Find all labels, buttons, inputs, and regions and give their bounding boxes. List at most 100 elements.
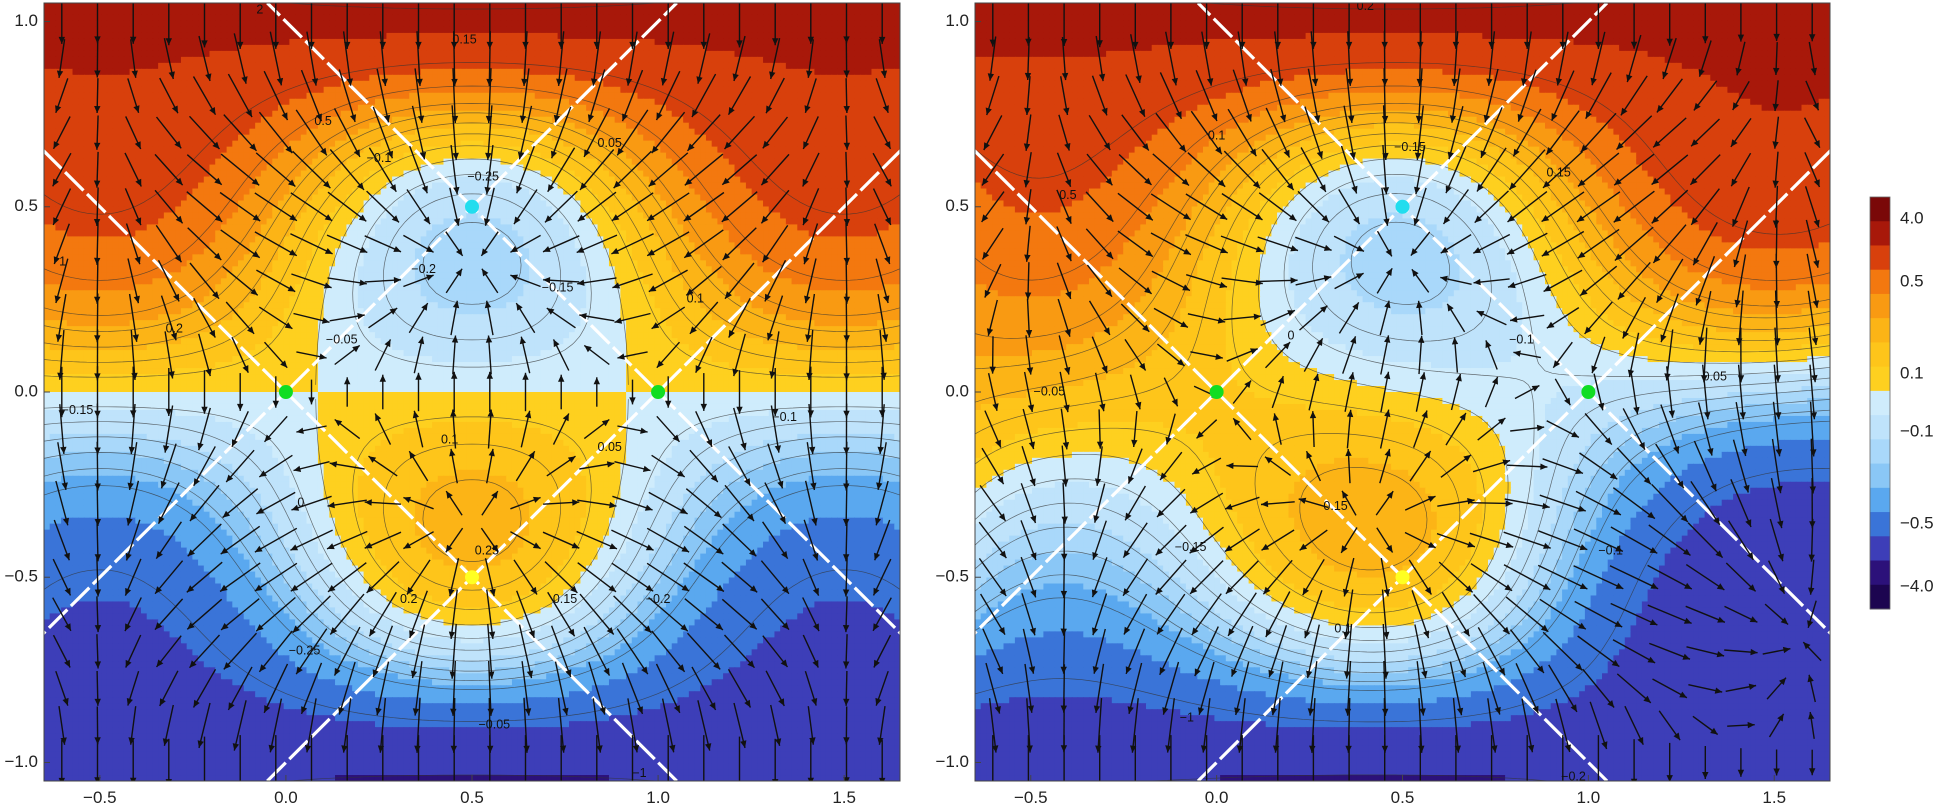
heat-cell bbox=[374, 146, 382, 154]
heat-cell bbox=[141, 3, 148, 10]
heat-cell bbox=[44, 26, 51, 34]
heat-cell bbox=[683, 188, 690, 196]
heat-cell bbox=[774, 80, 781, 88]
heat-cell bbox=[272, 134, 279, 142]
heat-cell bbox=[477, 86, 485, 94]
heat-cell bbox=[78, 188, 85, 196]
heat-cell bbox=[409, 80, 416, 88]
heat-cell bbox=[711, 8, 718, 16]
heat-cell bbox=[740, 170, 747, 178]
heat-cell bbox=[688, 44, 696, 52]
heat-cell bbox=[780, 122, 787, 130]
heat-cell bbox=[774, 194, 781, 202]
heat-cell bbox=[597, 20, 604, 28]
heat-cell bbox=[728, 152, 736, 160]
heat-cell bbox=[198, 164, 205, 172]
heat-cell bbox=[472, 3, 479, 10]
heat-cell bbox=[871, 80, 878, 88]
heat-cell bbox=[249, 92, 256, 100]
heat-cell bbox=[272, 146, 279, 154]
heat-cell bbox=[637, 182, 644, 190]
heat-cell bbox=[888, 176, 895, 184]
heat-cell bbox=[295, 122, 302, 130]
heat-cell bbox=[369, 140, 376, 148]
heat-cell bbox=[226, 194, 233, 202]
heat-cell bbox=[683, 8, 690, 16]
heat-cell bbox=[511, 26, 519, 34]
heat-cell bbox=[72, 86, 79, 94]
heat-cell bbox=[152, 8, 159, 16]
heat-cell bbox=[123, 56, 131, 64]
heat-cell bbox=[266, 158, 273, 166]
heat-cell bbox=[551, 170, 559, 178]
heat-cell bbox=[89, 140, 96, 148]
heat-cell bbox=[101, 194, 108, 202]
heat-cell bbox=[894, 50, 900, 58]
heat-cell bbox=[711, 98, 718, 106]
heat-cell bbox=[603, 128, 610, 136]
heat-cell bbox=[135, 74, 142, 82]
heat-cell bbox=[61, 128, 68, 136]
heat-cell bbox=[335, 116, 342, 124]
heat-cell bbox=[506, 20, 513, 28]
heat-cell bbox=[837, 74, 844, 82]
heat-cell bbox=[329, 110, 336, 118]
heat-cell bbox=[118, 158, 125, 166]
heat-cell bbox=[837, 104, 844, 112]
heat-cell bbox=[557, 194, 564, 202]
heat-cell bbox=[192, 134, 199, 142]
heat-cell bbox=[209, 26, 216, 34]
heat-cell bbox=[608, 32, 616, 40]
heat-cell bbox=[72, 194, 79, 202]
heat-cell bbox=[654, 122, 661, 130]
heat-cell bbox=[55, 50, 62, 58]
heat-cell bbox=[489, 50, 496, 58]
heat-cell bbox=[277, 26, 285, 34]
heat-cell bbox=[563, 32, 570, 40]
heat-cell bbox=[454, 20, 462, 28]
heat-cell bbox=[871, 50, 878, 58]
heat-cell bbox=[854, 26, 861, 34]
heat-cell bbox=[671, 188, 679, 196]
heat-cell bbox=[374, 164, 382, 172]
heat-cell bbox=[825, 44, 833, 52]
heat-cell bbox=[648, 92, 656, 100]
heat-cell bbox=[323, 50, 330, 58]
heat-cell bbox=[78, 26, 85, 34]
heat-cell bbox=[842, 146, 850, 154]
heat-cell bbox=[534, 194, 542, 202]
heat-cell bbox=[626, 116, 633, 124]
heat-cell bbox=[534, 98, 542, 106]
heat-cell bbox=[626, 110, 633, 118]
heat-cell bbox=[101, 110, 108, 118]
heat-cell bbox=[277, 194, 285, 202]
heat-cell bbox=[44, 38, 51, 46]
heat-cell bbox=[745, 188, 753, 196]
heat-cell bbox=[494, 134, 502, 142]
heat-cell bbox=[186, 110, 193, 118]
heat-cell bbox=[614, 56, 621, 64]
heat-cell bbox=[825, 164, 833, 172]
heat-cell bbox=[837, 92, 844, 100]
heat-cell bbox=[586, 158, 593, 166]
heat-cell bbox=[272, 194, 279, 202]
heat-cell bbox=[734, 44, 741, 52]
heat-cell bbox=[472, 86, 479, 94]
heat-cell bbox=[380, 158, 387, 166]
heat-cell bbox=[466, 32, 473, 40]
heat-cell bbox=[557, 188, 564, 196]
heat-cell bbox=[112, 152, 119, 160]
heat-cell bbox=[363, 134, 370, 142]
heat-cell bbox=[591, 92, 599, 100]
heat-cell bbox=[660, 164, 667, 172]
heat-cell bbox=[460, 140, 467, 148]
heat-cell bbox=[203, 182, 211, 190]
heat-cell bbox=[414, 146, 422, 154]
heat-cell bbox=[683, 134, 690, 142]
heat-cell bbox=[158, 152, 165, 160]
heat-cell bbox=[55, 182, 62, 190]
heat-cell bbox=[397, 104, 405, 112]
heat-cell bbox=[266, 140, 273, 148]
heat-cell bbox=[860, 62, 867, 70]
heat-cell bbox=[717, 110, 724, 118]
